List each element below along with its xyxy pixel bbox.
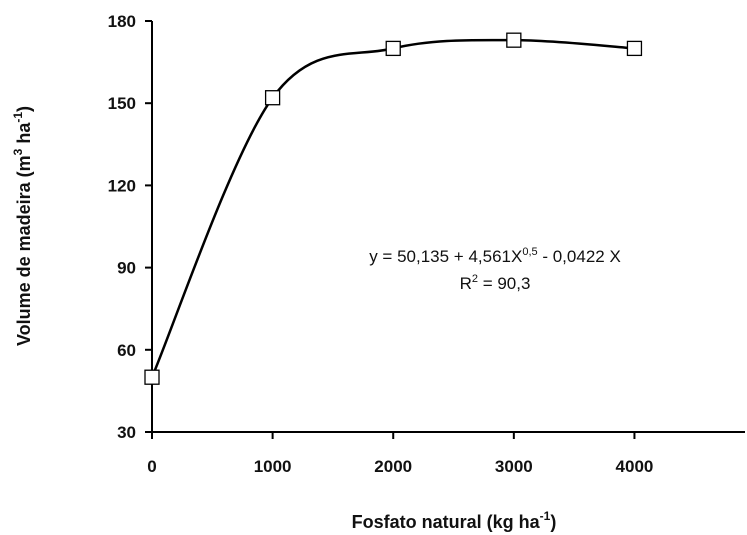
y-tick-label: 30: [117, 423, 136, 442]
y-tick-label: 90: [117, 259, 136, 278]
y-tick-label: 60: [117, 341, 136, 360]
y-tick-label: 150: [108, 94, 136, 113]
x-title-text: Fosfato natural (kg ha: [352, 512, 541, 532]
y-title-text: Volume de madeira (m: [14, 155, 34, 346]
marker: [506, 32, 522, 48]
y-title-exponent: -1: [11, 112, 25, 123]
equation-exponent: 0,5: [522, 246, 537, 258]
marker: [144, 369, 160, 385]
equation-text: y = 50,135 + 4,561X: [369, 247, 522, 266]
y-title-exponent: 3: [11, 148, 25, 155]
r2-text: = 90,3: [478, 274, 530, 293]
y-title-text: ha: [14, 122, 34, 149]
x-tick-label: 1000: [254, 457, 292, 476]
equation: y = 50,135 + 4,561X0,5 - 0,0422 X: [369, 246, 621, 266]
x-axis-title: Fosfato natural (kg ha-1): [352, 509, 557, 532]
x-title-text: ): [550, 512, 556, 532]
marker: [385, 40, 401, 57]
x-tick-label: 3000: [495, 457, 533, 476]
y-axis-title: Volume de madeira (m3 ha-1): [11, 106, 34, 346]
x-tick-label: 0: [147, 457, 156, 476]
y-tick-label: 180: [108, 12, 136, 31]
marker: [264, 90, 281, 106]
equation-text: - 0,0422 X: [538, 247, 621, 266]
x-tick-label: 4000: [616, 457, 654, 476]
y-tick-label: 120: [108, 176, 136, 195]
line: [150, 38, 635, 378]
r2-exponent: 2: [472, 273, 478, 285]
y-title-text: ): [14, 106, 34, 112]
r2-text: R: [460, 274, 472, 293]
x-tick-label: 2000: [374, 457, 412, 476]
r-squared: R2 = 90,3: [460, 273, 531, 293]
x-title-exponent: -1: [540, 509, 551, 523]
marker: [626, 40, 643, 57]
